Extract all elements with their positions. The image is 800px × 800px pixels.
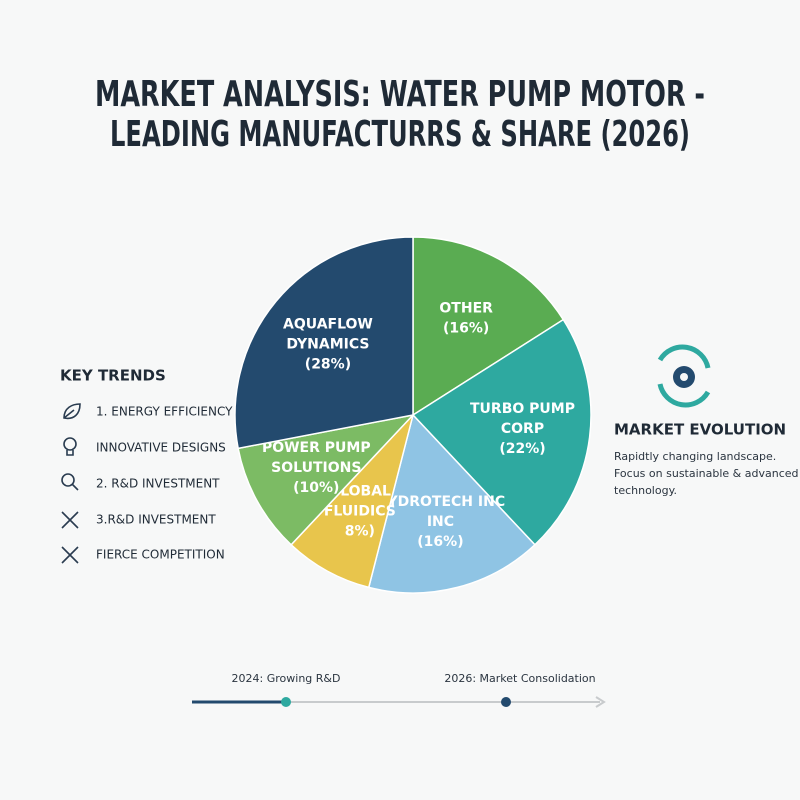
slice-value-label: (22%) — [499, 441, 545, 457]
swords-icon — [61, 546, 79, 564]
evolution-text: technology. — [614, 484, 677, 497]
slice-label: TURBO PUMP CORP (22%) — [470, 401, 575, 457]
trends-title: KEY TRENDS — [60, 367, 166, 385]
cycle-arrow — [657, 383, 711, 408]
trend-icons — [61, 403, 81, 564]
cycle-arrow — [657, 344, 711, 369]
slice-label: HYDROTECH INC INC (16%) — [376, 494, 505, 550]
timeline-label: 2024: Growing R&D — [232, 672, 341, 685]
slice-value-label: 8%) — [345, 524, 375, 540]
slice-value-label: (28%) — [305, 357, 351, 373]
pie-slice — [290, 414, 414, 589]
pie-slice — [237, 413, 416, 546]
slice-label: AQUAFLOW DYNAMICS (28%) — [283, 317, 373, 373]
slice-name: POWER PUMP SOLUTIONS — [262, 440, 371, 476]
trend-item: INNOVATIVE DESIGNS — [96, 441, 226, 455]
slice-value-label: (16%) — [417, 534, 463, 550]
timeline-dot — [501, 697, 511, 707]
timeline-dot — [281, 697, 291, 707]
pie-slice — [367, 413, 536, 594]
trend-item: FIERCE COMPETITION — [96, 548, 225, 562]
evolution-text: Rapidtly changing landscape. — [614, 450, 776, 463]
gear-hole — [680, 373, 688, 381]
pie: OTHER (16%) TURBO PUMP CORP (22%) HYDROTECH I… — [234, 236, 592, 594]
bulb-base — [66, 450, 74, 456]
title-line: MARKET ANALYSIS: WATER PUMP MOTOR - — [95, 74, 705, 115]
leaf-icon — [63, 403, 81, 420]
evolution-text: Focus on sustainable & advanced — [614, 467, 799, 480]
trend-item: 2. R&D INVESTMENT — [96, 477, 220, 491]
pie-slice — [234, 236, 414, 450]
slice-label: OTHER (16%) — [439, 300, 493, 336]
search-handle — [71, 483, 79, 491]
trend-item: 3.R&D INVESTMENT — [96, 513, 216, 527]
slice-name: AQUAFLOW DYNAMICS — [283, 317, 373, 353]
slice-value-label: (16%) — [443, 320, 489, 336]
evolution-title: MARKET EVOLUTION — [614, 421, 786, 439]
trend-item: 1. ENERGY EFFICIENCY — [96, 405, 233, 419]
pie-slice — [411, 318, 592, 546]
swords-icon — [61, 511, 79, 529]
slice-name: OTHER — [439, 300, 493, 316]
slice-name: HYDROTECH INC INC — [376, 494, 505, 530]
bulb-icon — [63, 437, 77, 451]
evolution-icon — [657, 344, 711, 408]
slice-name: TURBO PUMP CORP — [470, 401, 575, 437]
slice-label: POWER PUMP SOLUTIONS (10%) — [262, 440, 371, 496]
search-icon — [61, 473, 75, 487]
timeline-label: 2026: Market Consolidation — [444, 672, 595, 685]
slice-value-label: (10%) — [293, 480, 339, 496]
pie-slice — [412, 236, 565, 417]
timeline-arrow — [595, 696, 606, 708]
title-line: LEADING MANUFACTURRS & SHARE (2026) — [110, 114, 690, 155]
